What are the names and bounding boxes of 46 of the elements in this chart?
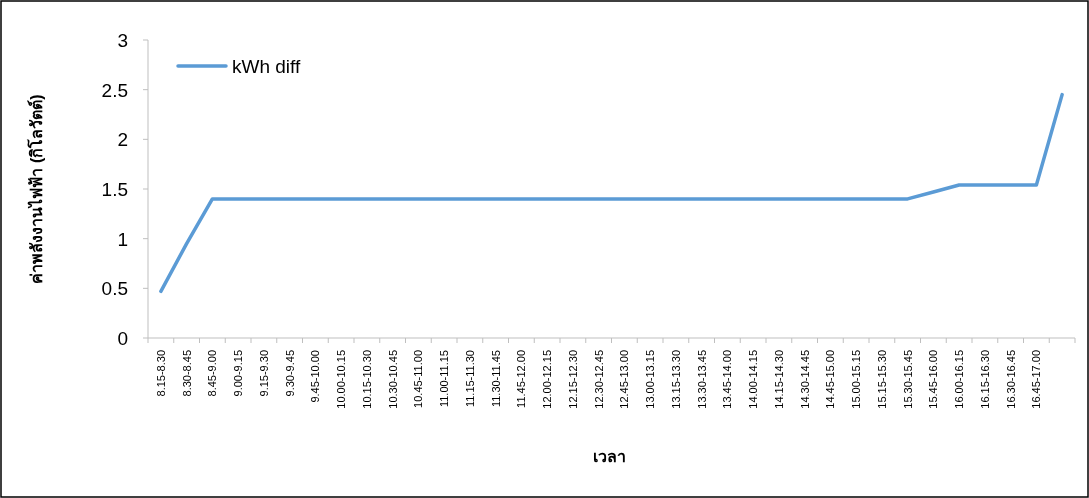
x-tick-label: 12.15-12.30 <box>566 350 579 409</box>
x-tick-label: 9.30-9.45 <box>283 350 296 397</box>
y-tick-label: 1.5 <box>101 179 128 200</box>
x-tick-label: 8.30-8.45 <box>180 350 193 397</box>
x-tick-label: 15.45-16.00 <box>927 350 940 409</box>
x-tick-label: 15.00-15.15 <box>850 350 863 409</box>
x-tick-label: 12.45-13.00 <box>618 350 631 409</box>
x-tick-label: 16.15-16.30 <box>978 350 991 409</box>
x-tick-label: 14.00-14.15 <box>747 350 760 409</box>
y-tick-label: 2.5 <box>101 79 128 101</box>
x-tick-label: 13.45-14.00 <box>721 350 734 409</box>
x-tick-label: 9.45-10.00 <box>309 350 322 403</box>
x-tick-label: 8.15-8.30 <box>154 350 167 397</box>
x-tick-label: 13.15-13.30 <box>669 350 682 409</box>
legend-label: kWh diff <box>232 56 301 77</box>
x-tick-label: 9.00-9.15 <box>232 350 245 397</box>
x-tick-label: 10.45-11.00 <box>412 350 425 408</box>
x-tick-label: 9.15-9.30 <box>257 350 270 397</box>
x-tick-label: 8.45-9.00 <box>206 350 219 397</box>
x-tick-label: 10.15-10.30 <box>360 350 373 409</box>
x-tick-label: 12.30-12.45 <box>592 350 605 409</box>
x-tick-label: 13.00-13.15 <box>644 350 657 409</box>
x-tick-label: 14.45-15.00 <box>824 350 837 409</box>
x-tick-label: 16.30-16.45 <box>1004 350 1017 409</box>
x-tick-label: 12.00-12.15 <box>541 350 554 409</box>
x-tick-label: 15.30-15.45 <box>901 350 914 409</box>
y-axis-title: ค่าพลังงานไฟฟ้า (กิโลวัตต์) <box>26 94 45 284</box>
x-tick-label: 15.15-15.30 <box>875 350 888 409</box>
y-tick-label: 0.5 <box>101 278 128 300</box>
x-tick-label: 16.00-16.15 <box>953 350 966 409</box>
x-tick-label: 16.45-17.00 <box>1030 350 1043 409</box>
x-tick-label: 14.15-14.30 <box>772 350 785 409</box>
x-tick-label: 11.00-11.15 <box>438 350 451 408</box>
x-tick-label: 10.30-10.45 <box>386 350 399 409</box>
x-tick-label: 13.30-13.45 <box>695 350 708 409</box>
y-tick-label: 0 <box>117 328 128 349</box>
x-tick-label: 11.15-11.30 <box>463 350 476 408</box>
x-axis-title: เวลา <box>593 448 626 465</box>
x-tick-label: 10.00-10.15 <box>335 350 348 409</box>
line-series <box>159 92 1064 294</box>
x-tick-label: 11.30-11.45 <box>489 350 502 408</box>
y-tick-label: 1 <box>117 228 128 250</box>
y-tick-label: 3 <box>117 30 128 51</box>
y-tick-label: 2 <box>117 129 128 151</box>
x-tick-label: 11.45-12.00 <box>515 350 528 408</box>
x-tick-label: 14.30-14.45 <box>798 350 811 409</box>
